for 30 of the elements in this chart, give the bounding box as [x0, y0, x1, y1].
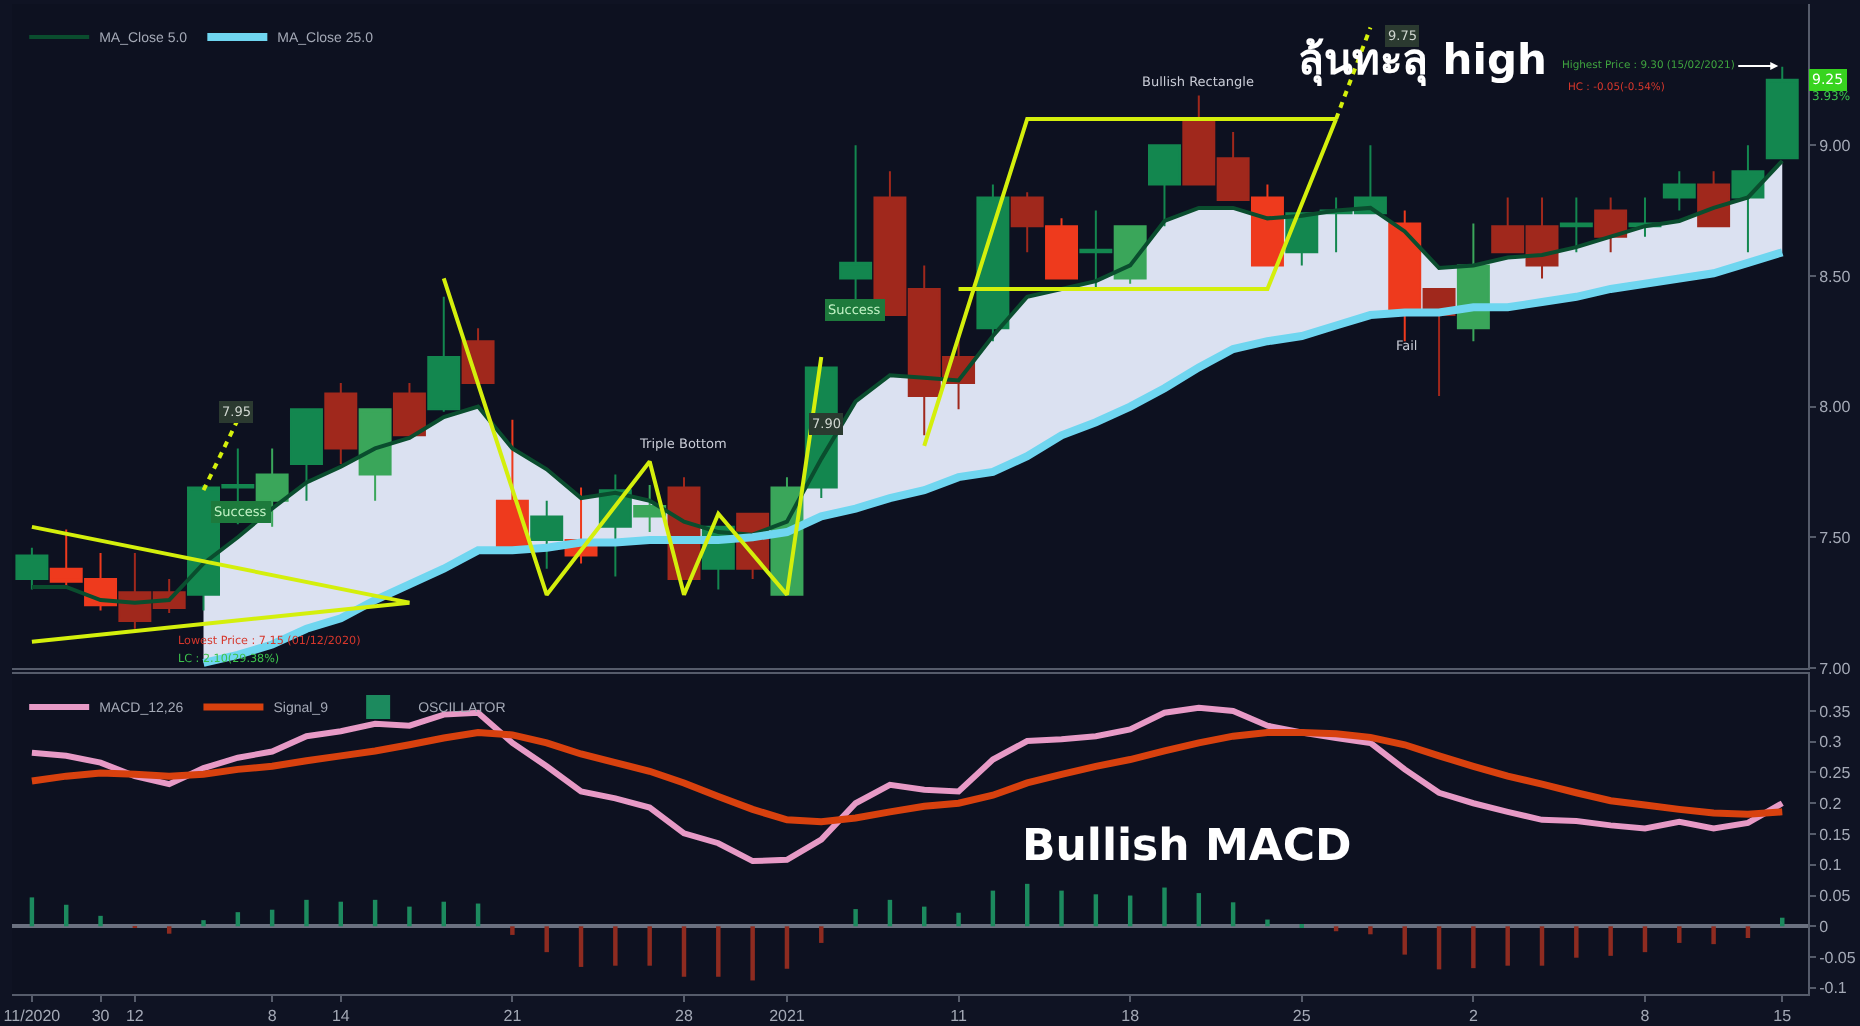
- y-tick-label: 0.2: [1819, 794, 1843, 813]
- x-tick-label: 15: [1773, 1007, 1793, 1026]
- x-tick-label: 14: [331, 1007, 351, 1026]
- y-tick-label: 0.05: [1819, 887, 1852, 906]
- y-tick-label: -0.1: [1819, 979, 1848, 998]
- x-tick-label: 11/2020: [3, 1007, 62, 1026]
- x-tick-label: 18: [1121, 1007, 1141, 1026]
- y-tick-label: 0.15: [1819, 825, 1852, 844]
- y-tick-label: 8.50: [1819, 267, 1852, 286]
- x-tick-label: 21: [503, 1007, 523, 1026]
- x-tick-label: 11: [950, 1007, 968, 1026]
- x-tick-label: 8: [1640, 1007, 1651, 1026]
- y-tick-label: 8.00: [1819, 398, 1852, 417]
- x-tick-label: 30: [91, 1007, 111, 1026]
- x-tick-label: 8: [267, 1007, 278, 1026]
- y-tick-label: 9.00: [1819, 136, 1852, 155]
- x-tick-label: 25: [1292, 1007, 1312, 1026]
- y-tick-label: 0.35: [1819, 702, 1852, 721]
- y-tick-label: -0.05: [1819, 948, 1857, 967]
- x-tick-label: 12: [125, 1007, 145, 1026]
- y-tick-label: 0.25: [1819, 764, 1852, 783]
- x-tick-label: 28: [675, 1007, 694, 1026]
- x-tick-label: 2: [1468, 1007, 1479, 1026]
- annotation: Bullish MACD: [1022, 822, 1352, 872]
- y-tick-label: 7.50: [1819, 528, 1852, 547]
- y-tick-label: 0.3: [1819, 733, 1843, 752]
- y-tick-label: 7.00: [1819, 659, 1852, 678]
- x-tick-label: 2021: [769, 1007, 806, 1026]
- y-tick-label: 0.1: [1819, 856, 1843, 875]
- y-tick-label: 0: [1819, 917, 1830, 936]
